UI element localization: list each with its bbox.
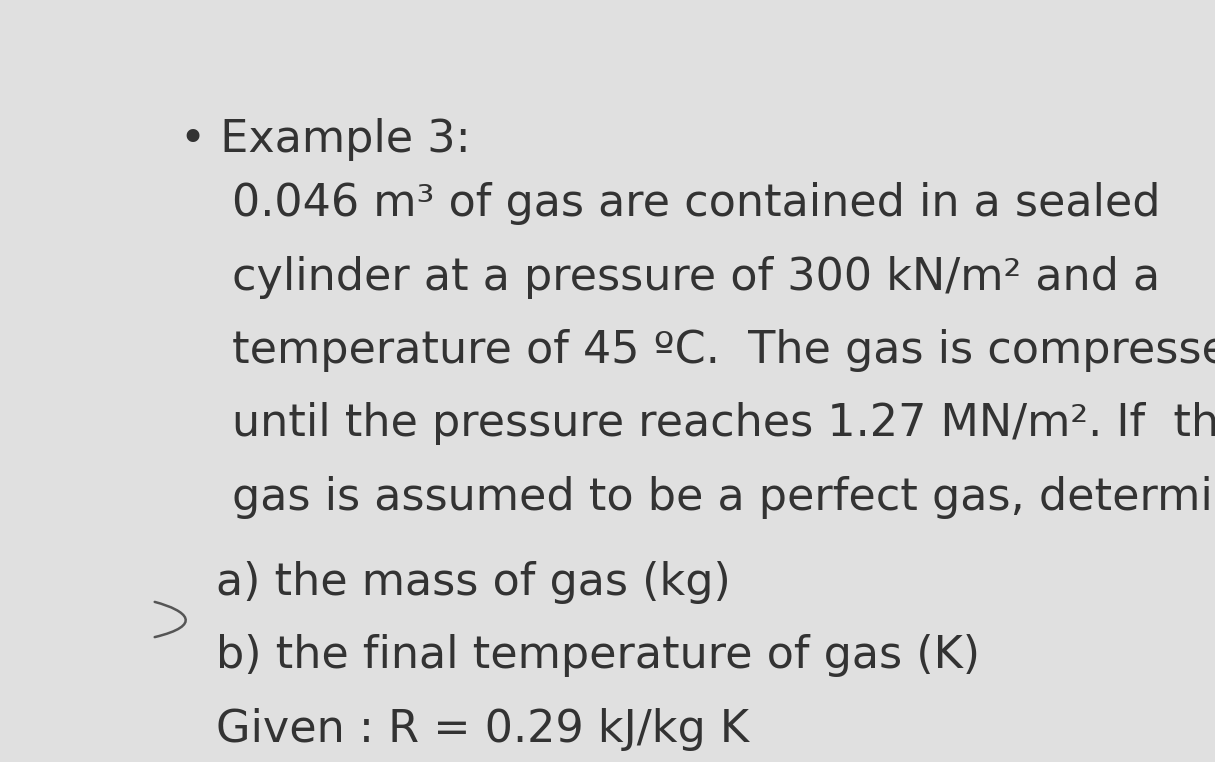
Text: temperature of 45 ºC.  The gas is compressed: temperature of 45 ºC. The gas is compres… <box>232 329 1215 372</box>
Text: until the pressure reaches 1.27 MN/m². If  the: until the pressure reaches 1.27 MN/m². I… <box>232 402 1215 446</box>
Text: cylinder at a pressure of 300 kN/m² and a: cylinder at a pressure of 300 kN/m² and … <box>232 256 1160 299</box>
Text: a) the mass of gas (kg): a) the mass of gas (kg) <box>216 561 730 604</box>
Text: • Example 3:: • Example 3: <box>180 118 471 161</box>
Text: 0.046 m³ of gas are contained in a sealed: 0.046 m³ of gas are contained in a seale… <box>232 182 1160 226</box>
FancyArrowPatch shape <box>154 602 186 637</box>
Text: gas is assumed to be a perfect gas, determine:: gas is assumed to be a perfect gas, dete… <box>232 475 1215 519</box>
Text: b) the final temperature of gas (K): b) the final temperature of gas (K) <box>216 634 981 677</box>
Text: Given : R = 0.29 kJ/kg K: Given : R = 0.29 kJ/kg K <box>216 707 748 751</box>
